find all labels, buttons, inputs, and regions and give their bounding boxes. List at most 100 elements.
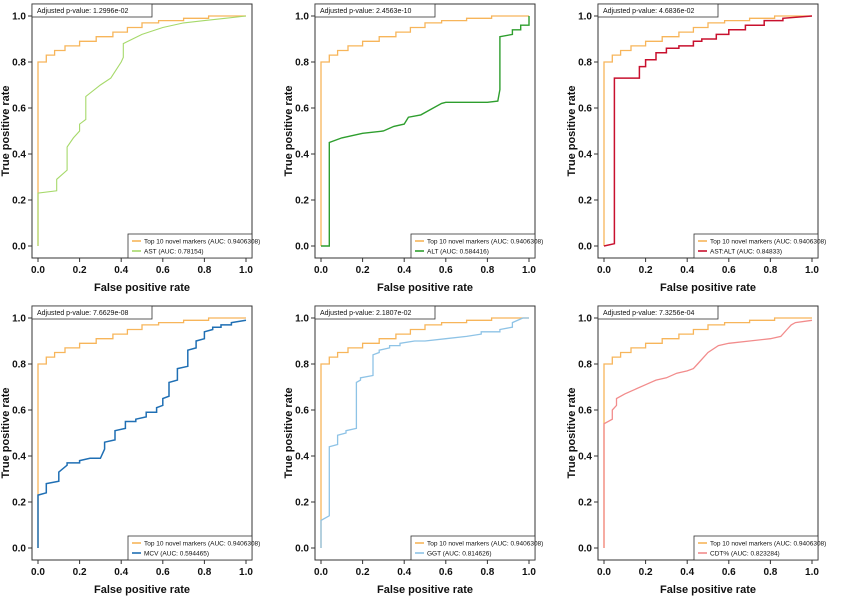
x-tick-label: 0.6 xyxy=(439,567,453,578)
y-tick-label: 0.4 xyxy=(295,452,309,463)
y-axis-title: True positive rate xyxy=(566,85,578,176)
y-axis-title: True positive rate xyxy=(0,387,12,478)
roc-chart-alt: 0.0 0.2 0.4 0.6 0.8 1.0 0.0 0.2 0.4 0.6 0.8 1.0 Fals… xyxy=(283,3,543,294)
legend-label: MCV (AUC: 0.594465) xyxy=(144,550,209,557)
legend-box xyxy=(410,233,536,259)
p-value-label: Adjusted p-value: 7.6629e-08 xyxy=(37,310,129,317)
y-tick-label: 0.4 xyxy=(578,150,592,161)
plot-frame xyxy=(31,3,253,259)
roc-curve-series-1 xyxy=(320,317,529,548)
p-value-box xyxy=(314,305,436,320)
y-tick-label: 0.6 xyxy=(578,104,592,115)
x-tick-label: 0.4 xyxy=(397,265,411,276)
y-tick-label: 1.0 xyxy=(295,12,309,23)
x-tick-label: 0.8 xyxy=(197,567,211,578)
y-tick-label: 1.0 xyxy=(578,12,592,23)
x-tick-label: 0.6 xyxy=(722,567,736,578)
y-tick-label: 0.2 xyxy=(295,498,309,509)
y-tick-label: 0.6 xyxy=(12,104,26,115)
roc-curve-series-0 xyxy=(37,15,246,246)
x-axis-title: False positive rate xyxy=(377,584,473,596)
legend-label: Top 10 novel markers (AUC: 0.9406308) xyxy=(427,540,543,547)
roc-curve-series-1 xyxy=(37,15,247,246)
legend-box xyxy=(127,233,253,259)
legend-label: AST (AUC: 0.78154) xyxy=(144,248,204,255)
x-tick-label: 0.4 xyxy=(114,265,128,276)
y-tick-label: 0.8 xyxy=(578,58,592,69)
roc-panel-ast: 0.0 0.2 0.4 0.6 0.8 1.0 0.0 0.2 0.4 0.6 0.8 1.0 Fals… xyxy=(0,0,283,302)
x-tick-label: 0.2 xyxy=(356,265,370,276)
plot-frame xyxy=(597,3,819,259)
x-tick-label: 0.4 xyxy=(680,265,694,276)
y-tick-label: 0.0 xyxy=(12,242,26,253)
y-tick-label: 0.6 xyxy=(578,406,592,417)
y-tick-label: 1.0 xyxy=(12,12,26,23)
legend-label: Top 10 novel markers (AUC: 0.9406308) xyxy=(710,238,826,245)
p-value-label: Adjusted p-value: 2.1807e-02 xyxy=(320,310,412,317)
x-tick-label: 1.0 xyxy=(522,265,536,276)
legend-label: Top 10 novel markers (AUC: 0.9406308) xyxy=(144,238,260,245)
x-tick-label: 0.0 xyxy=(31,265,45,276)
x-tick-label: 0.6 xyxy=(156,567,170,578)
y-tick-label: 0.4 xyxy=(295,150,309,161)
x-tick-label: 0.4 xyxy=(397,567,411,578)
x-tick-label: 0.2 xyxy=(639,567,653,578)
y-tick-label: 1.0 xyxy=(295,314,309,325)
y-tick-label: 1.0 xyxy=(12,314,26,325)
roc-chart-mcv: 0.0 0.2 0.4 0.6 0.8 1.0 0.0 0.2 0.4 0.6 0.8 1.0 Fals… xyxy=(0,305,260,596)
x-tick-label: 0.0 xyxy=(597,265,611,276)
roc-curve-series-1 xyxy=(37,319,247,548)
x-tick-label: 0.0 xyxy=(31,567,45,578)
x-tick-label: 0.6 xyxy=(722,265,736,276)
y-tick-label: 0.4 xyxy=(12,452,26,463)
roc-curve-series-0 xyxy=(37,317,246,548)
roc-curve-series-0 xyxy=(320,15,529,246)
x-tick-label: 0.0 xyxy=(314,265,328,276)
y-tick-label: 0.0 xyxy=(295,544,309,555)
y-tick-label: 0.4 xyxy=(578,452,592,463)
x-tick-label: 1.0 xyxy=(805,265,819,276)
p-value-box xyxy=(314,3,436,18)
roc-curve-series-0 xyxy=(603,317,812,548)
roc-panel-ast-alt: 0.0 0.2 0.4 0.6 0.8 1.0 0.0 0.2 0.4 0.6 0.8 1.0 Fals… xyxy=(566,0,849,302)
y-axis-title: True positive rate xyxy=(283,387,295,478)
legend-label: CDT% (AUC: 0.823284) xyxy=(710,550,780,557)
x-tick-label: 0.2 xyxy=(73,567,87,578)
x-axis-title: False positive rate xyxy=(660,584,756,596)
legend-label: Top 10 novel markers (AUC: 0.9406308) xyxy=(144,540,260,547)
roc-chart-ast: 0.0 0.2 0.4 0.6 0.8 1.0 0.0 0.2 0.4 0.6 0.8 1.0 Fals… xyxy=(0,3,260,294)
roc-chart-cdt: 0.0 0.2 0.4 0.6 0.8 1.0 0.0 0.2 0.4 0.6 0.8 1.0 Fals… xyxy=(566,305,826,596)
p-value-box xyxy=(31,3,153,18)
roc-chart-ggt: 0.0 0.2 0.4 0.6 0.8 1.0 0.0 0.2 0.4 0.6 0.8 1.0 Fals… xyxy=(283,305,543,596)
x-axis-title: False positive rate xyxy=(94,584,190,596)
roc-curve-series-1 xyxy=(321,16,530,247)
x-tick-label: 0.8 xyxy=(763,567,777,578)
y-axis-title: True positive rate xyxy=(283,85,295,176)
roc-curve-series-1 xyxy=(603,15,813,247)
x-tick-label: 0.4 xyxy=(114,567,128,578)
y-tick-label: 0.2 xyxy=(578,498,592,509)
y-axis-title: True positive rate xyxy=(566,387,578,478)
roc-panel-mcv: 0.0 0.2 0.4 0.6 0.8 1.0 0.0 0.2 0.4 0.6 0.8 1.0 Fals… xyxy=(0,302,283,604)
x-tick-label: 0.6 xyxy=(156,265,170,276)
x-axis-title: False positive rate xyxy=(660,282,756,294)
p-value-label: Adjusted p-value: 4.6836e-02 xyxy=(603,8,695,15)
roc-panel-alt: 0.0 0.2 0.4 0.6 0.8 1.0 0.0 0.2 0.4 0.6 0.8 1.0 Fals… xyxy=(283,0,566,302)
legend-box xyxy=(127,535,253,561)
y-tick-label: 0.8 xyxy=(578,360,592,371)
legend-label: ALT (AUC: 0.584416) xyxy=(427,248,489,255)
roc-curve-series-0 xyxy=(320,317,529,548)
x-tick-label: 0.0 xyxy=(597,567,611,578)
x-tick-label: 0.2 xyxy=(356,567,370,578)
y-tick-label: 0.2 xyxy=(12,196,26,207)
y-axis-title: True positive rate xyxy=(0,85,12,176)
plot-frame xyxy=(31,305,253,561)
plot-frame xyxy=(314,3,536,259)
y-tick-label: 0.8 xyxy=(295,58,309,69)
y-tick-label: 0.2 xyxy=(578,196,592,207)
p-value-box xyxy=(597,3,719,18)
y-tick-label: 0.6 xyxy=(295,406,309,417)
x-tick-label: 0.2 xyxy=(639,265,653,276)
x-tick-label: 1.0 xyxy=(239,265,253,276)
